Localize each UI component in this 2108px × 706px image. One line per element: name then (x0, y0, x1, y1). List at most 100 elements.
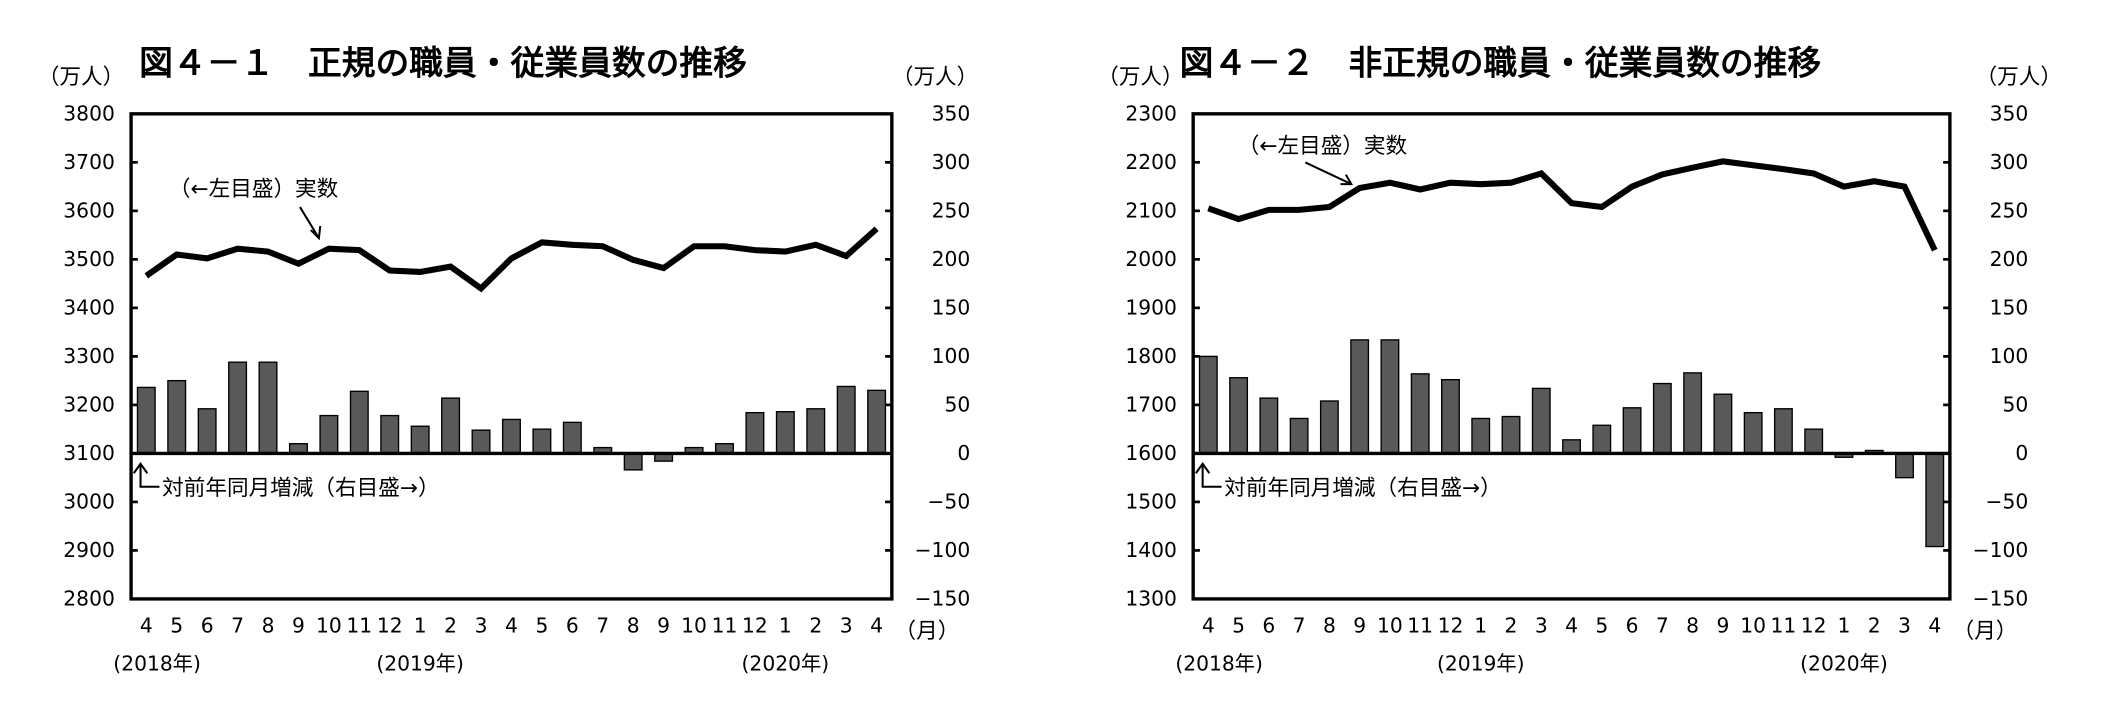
chart-1-x-tick-label: 2 (809, 614, 822, 638)
chart-2-right-tick-label: 150 (1990, 296, 2029, 320)
chart-2-x-tick-label: 6 (1262, 614, 1275, 638)
chart-1-bar (258, 361, 278, 455)
chart-2-line-annotation: （←左目盛）実数 (1238, 134, 1407, 159)
chart-1-right-tick-label: 200 (932, 247, 971, 271)
chart-1-left-tick-label: 3100 (63, 441, 115, 465)
chart-2-right-tick-label: 350 (1990, 102, 2029, 126)
chart-1-x-tick-label: 12 (742, 614, 768, 638)
chart-1-bar (836, 385, 856, 455)
chart-2-bar (1198, 355, 1218, 455)
chart-2-x-tick-label: 4 (1928, 614, 1941, 638)
chart-2-x-tick-label: 2 (1505, 614, 1518, 638)
chart-2-x-tick-label: 9 (1353, 614, 1366, 638)
chart-1-bar (228, 361, 248, 455)
chart-1-x-tick-label: 10 (316, 614, 342, 638)
chart-2-x-tick-label: 6 (1626, 614, 1639, 638)
chart-2-year-label: (2020年) (1800, 652, 1888, 676)
chart-2-bar (1925, 452, 1945, 548)
chart-2-left-tick-label: 1900 (1125, 296, 1177, 320)
chart-2-bar-annotation-arrowhead (1195, 462, 1211, 474)
chart-1-year-label: (2020年) (742, 652, 830, 676)
chart-2-bar-annotation: 対前年同月増減（右目盛→） (1224, 476, 1501, 501)
chart-1-x-tick-label: 5 (535, 614, 548, 638)
chart-1-x-tick-label: 7 (596, 614, 609, 638)
chart-2-x-tick-label: 3 (1898, 614, 1911, 638)
chart-1-bar (441, 397, 461, 455)
chart-1-x-tick-label: 11 (346, 614, 372, 638)
chart-2-right-tick-label: 100 (1990, 344, 2029, 368)
chart-2-bar (1713, 393, 1733, 455)
chart-2-line-annotation-arrowhead (1340, 174, 1354, 186)
chart-2-bar (1683, 372, 1703, 455)
chart-2-left-unit: （万人） (1097, 65, 1183, 90)
chart-2-left-tick-label: 1300 (1125, 587, 1177, 611)
chart-2-x-tick-label: 9 (1716, 614, 1729, 638)
chart-2-x-tick-label: 12 (1801, 614, 1827, 638)
chart-1-bar-annotation: 対前年同月増減（右目盛→） (162, 476, 439, 501)
chart-2-bar (1319, 400, 1339, 455)
chart-1: 図４－１ 正規の職員・従業員数の推移 （万人） （万人） （月） （←左目盛）実… (38, 44, 978, 644)
chart-2-bar (1441, 378, 1460, 455)
chart-1-right-tick-label: 0 (957, 441, 970, 465)
chart-2-x-tick-label: 3 (1535, 614, 1548, 638)
chart-2-bar (1380, 339, 1400, 455)
chart-1-x-tick-label: 4 (505, 614, 518, 638)
chart-1-left-tick-label: 3600 (63, 199, 115, 223)
chart-1-x-tick-label: 6 (566, 614, 579, 638)
chart-1-left-tick-label: 3400 (63, 296, 115, 320)
chart-2-right-tick-label: −150 (1973, 587, 2029, 611)
chart-2-bar (1622, 407, 1642, 455)
chart-1-left-tick-label: 2900 (63, 538, 115, 562)
chart-1-month-unit: （月） (895, 619, 960, 644)
chart-1-line-series (144, 226, 879, 293)
chart-1-right-tick-label: 50 (944, 393, 970, 417)
chart-1-x-tick-label: 12 (377, 614, 403, 638)
chart-1-x-tick-label: 8 (627, 614, 640, 638)
chart-2-bar (1531, 387, 1551, 455)
chart-1-x-tick-label: 3 (475, 614, 488, 638)
chart-1-x-tick-label: 4 (140, 614, 153, 638)
chart-1-x-tick-label: 8 (262, 614, 275, 638)
chart-1-left-tick-label: 3700 (63, 150, 115, 174)
chart-1-right-tick-label: −150 (915, 587, 971, 611)
chart-1-bar (562, 421, 582, 455)
chart-1-x-tick-label: 9 (657, 614, 670, 638)
chart-1-x-tick-label: 6 (201, 614, 214, 638)
chart-2-x-tick-label: 5 (1595, 614, 1608, 638)
chart-2-right-tick-label: 200 (1990, 247, 2029, 271)
chart-2-x-tick-label: 12 (1438, 614, 1464, 638)
chart-1-bar (623, 452, 643, 471)
chart-2-bar (1259, 397, 1279, 455)
chart-2-bar (1229, 377, 1249, 455)
chart-2-x-tick-label: 10 (1377, 614, 1403, 638)
chart-1-right-tick-label: 300 (932, 150, 971, 174)
chart-2-bar (1350, 339, 1370, 455)
chart-2-left-tick-label: 2100 (1125, 199, 1177, 223)
chart-1-bar (380, 414, 400, 455)
chart-2-left-tick-label: 1400 (1125, 538, 1177, 562)
chart-2-x-tick-label: 4 (1202, 614, 1215, 638)
chart-1-x-tick-label: 9 (292, 614, 305, 638)
chart-1-left-tick-label: 3200 (63, 393, 115, 417)
chart-2-line-series (1207, 158, 1938, 252)
chart-2-x-tick-label: 5 (1232, 614, 1245, 638)
chart-1-bar (775, 411, 795, 455)
chart-2-x-tick-label: 2 (1868, 614, 1881, 638)
chart-2-bar (1501, 415, 1521, 455)
chart-1-bar-annotation-arrow (139, 465, 160, 488)
chart-1-right-tick-label: −50 (927, 490, 970, 514)
chart-1-bar (136, 386, 156, 455)
chart-2-left-tick-label: 1600 (1125, 441, 1177, 465)
chart-2-bar (1410, 373, 1430, 455)
chart-1-bar (745, 411, 765, 455)
chart-1-bar (167, 379, 187, 455)
chart-2-x-tick-label: 8 (1686, 614, 1699, 638)
chart-2-x-tick-label: 7 (1656, 614, 1669, 638)
chart-2-year-label: (2019年) (1437, 652, 1525, 676)
chart-1-bar (319, 414, 339, 455)
chart-2-year-label: (2018年) (1175, 652, 1263, 676)
chart-2-x-tick-label: 1 (1474, 614, 1487, 638)
chart-2-right-tick-label: 50 (2002, 393, 2028, 417)
chart-2-title: 図４－２ 非正規の職員・従業員数の推移 (1180, 44, 1822, 83)
chart-1-x-tick-label: 10 (681, 614, 707, 638)
